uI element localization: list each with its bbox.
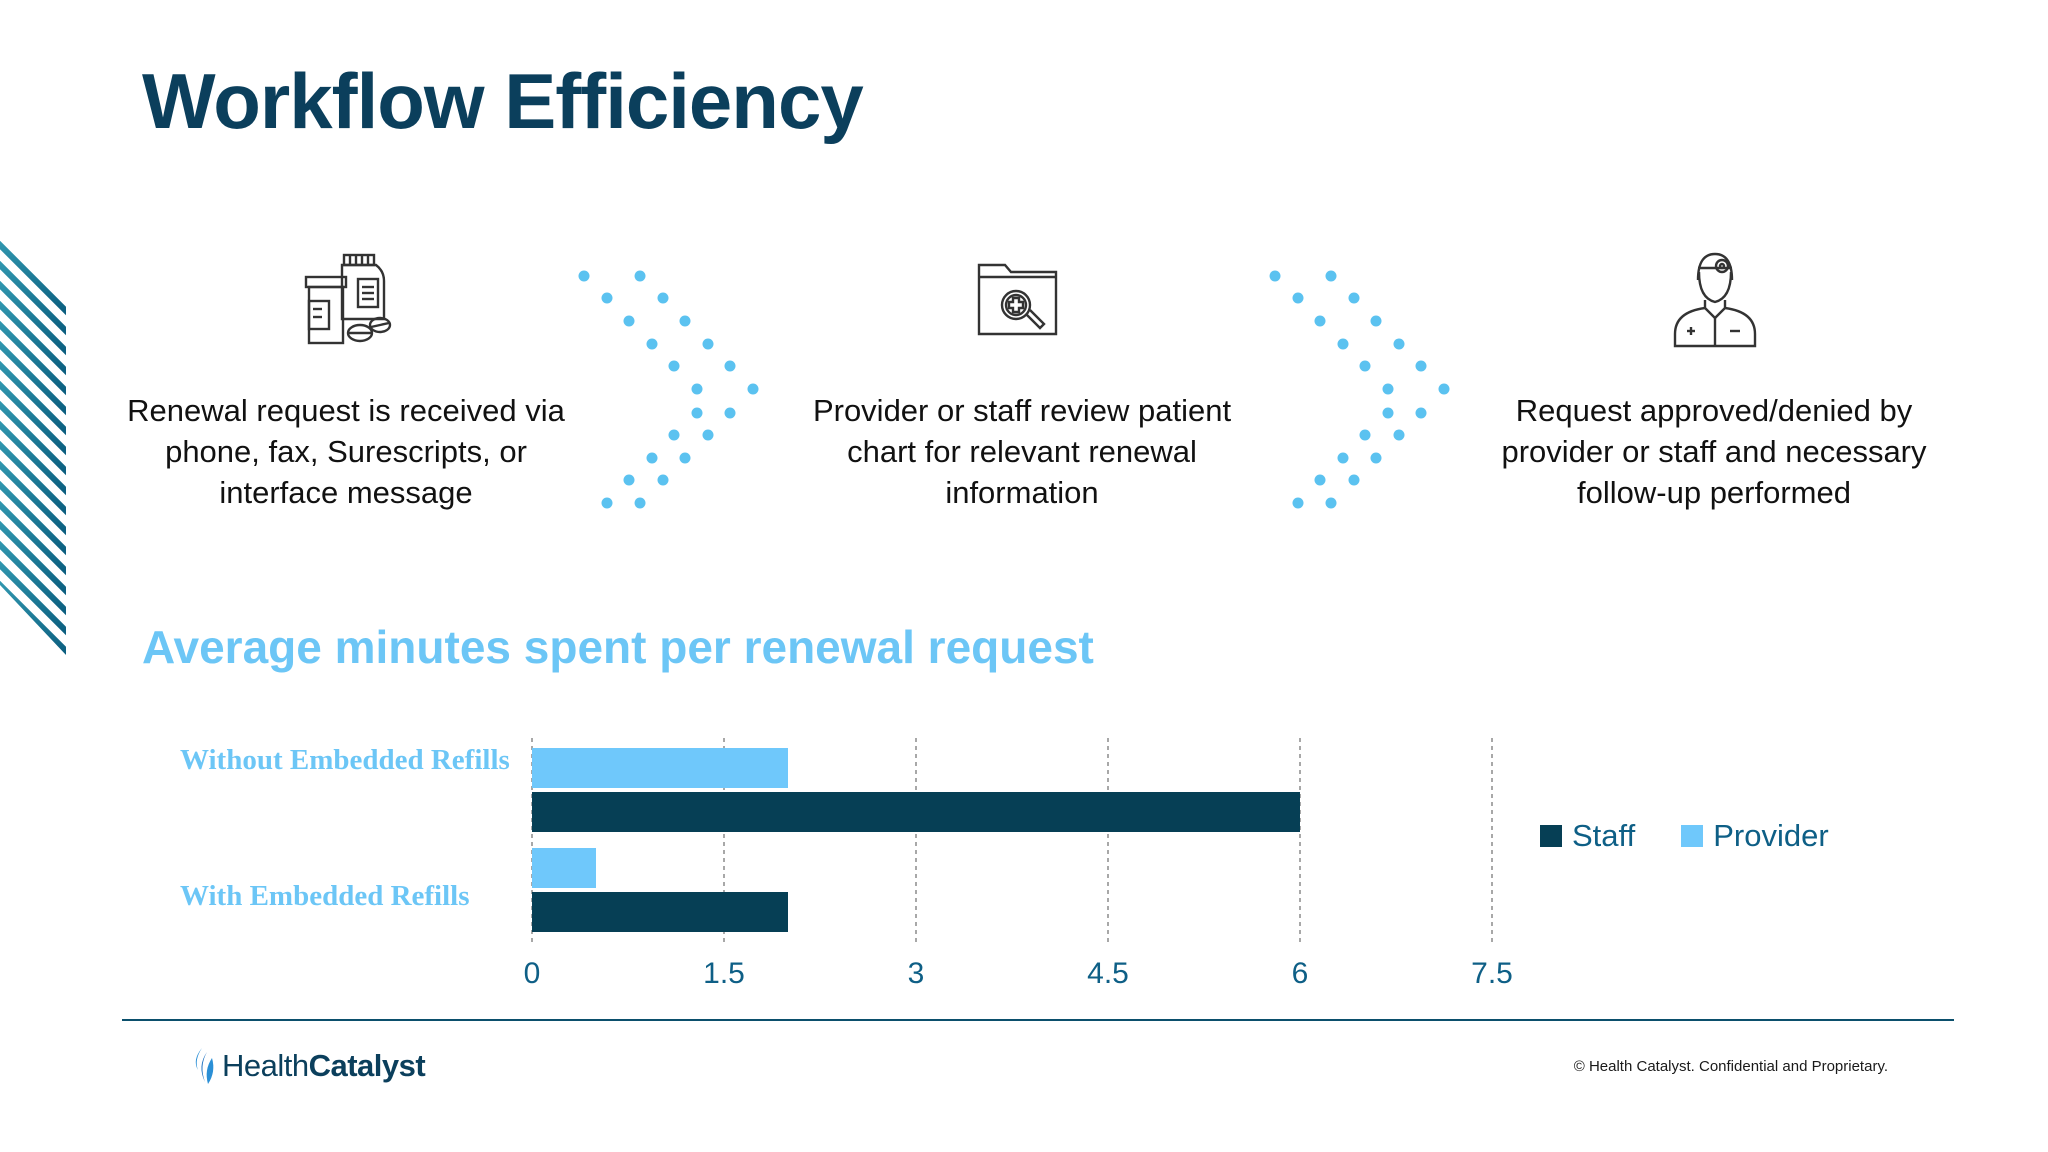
bar-staff-with bbox=[532, 892, 788, 932]
copyright-text: © Health Catalyst. Confidential and Prop… bbox=[1573, 1058, 1888, 1075]
x-tick-label-0: 0 bbox=[524, 957, 541, 990]
step-3-text: Request approved/denied by provider or s… bbox=[1501, 393, 1927, 510]
x-tick-label-4: 6 bbox=[1292, 957, 1309, 990]
doctor-icon bbox=[1673, 252, 1757, 348]
chart-legend: Staff Provider bbox=[1540, 818, 1829, 854]
legend-item-provider: Provider bbox=[1681, 818, 1829, 854]
bar-provider-with bbox=[532, 848, 596, 888]
bar-staff-without bbox=[532, 792, 1300, 832]
chevron-dots-1 bbox=[578, 270, 759, 509]
folder-search-icon bbox=[977, 263, 1058, 336]
category-label-with: With Embedded Refills bbox=[180, 880, 470, 912]
page-title: Workflow Efficiency bbox=[142, 57, 864, 145]
legend-label-staff: Staff bbox=[1572, 818, 1636, 853]
chevron-dots-2 bbox=[1269, 270, 1450, 509]
x-tick-label-5: 7.5 bbox=[1471, 957, 1513, 990]
category-label-without: Without Embedded Refills bbox=[180, 744, 510, 776]
footer-divider bbox=[122, 1019, 1954, 1021]
decorative-stripes bbox=[0, 215, 66, 655]
legend-swatch-staff bbox=[1540, 825, 1562, 847]
logo-text: HealthCatalyst bbox=[222, 1048, 426, 1083]
legend-item-staff: Staff bbox=[1540, 818, 1635, 854]
health-catalyst-logo: HealthCatalyst bbox=[192, 1046, 426, 1086]
x-tick-label-2: 3 bbox=[908, 957, 925, 990]
x-tick-label-1: 1.5 bbox=[703, 957, 745, 990]
bar-provider-without bbox=[532, 748, 788, 788]
medication-bottles-icon bbox=[304, 253, 392, 345]
chart-title: Average minutes spent per renewal reques… bbox=[142, 621, 1094, 673]
legend-label-provider: Provider bbox=[1713, 818, 1829, 853]
x-tick-label-3: 4.5 bbox=[1087, 957, 1129, 990]
step-2-text: Provider or staff review patient chart f… bbox=[812, 393, 1232, 510]
flame-logo-icon bbox=[195, 1048, 214, 1084]
legend-swatch-provider bbox=[1681, 825, 1704, 847]
step-1-text: Renewal request is received via phone, f… bbox=[127, 393, 565, 510]
